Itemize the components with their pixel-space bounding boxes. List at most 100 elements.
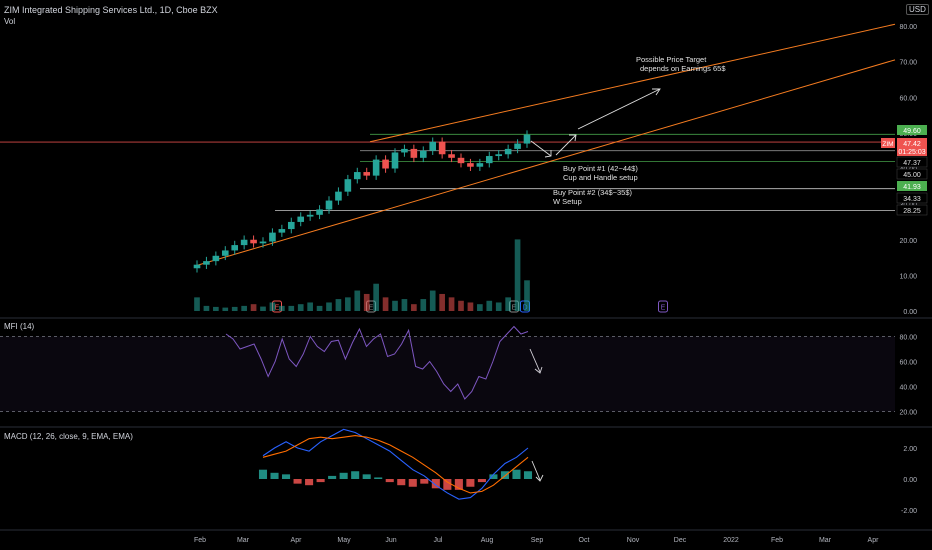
x-tick-label: Mar [237, 537, 250, 544]
price-label-text: 41.93 [903, 184, 921, 191]
volume-bar [231, 306, 238, 311]
annotation-text: Possible Price Target [636, 55, 707, 64]
candle-body [250, 239, 257, 244]
x-tick-label: Apr [291, 537, 303, 544]
mfi-down-arrow [529, 348, 541, 373]
price-label-text: 28.25 [903, 208, 921, 215]
x-tick-label: Oct [579, 537, 590, 544]
candle-body [382, 159, 389, 169]
volume-bar [213, 306, 219, 311]
price-label-text: 47.42 [903, 141, 921, 148]
macd-tick-label: 2.00 [903, 446, 917, 453]
candle-body [287, 221, 295, 230]
macd-tick-label: 0.00 [903, 477, 917, 484]
macd-histogram-bar [489, 474, 498, 479]
macd-histogram-bar [420, 479, 429, 484]
volume-bar [288, 305, 295, 311]
x-tick-label: Dec [674, 537, 687, 544]
volume-bar [382, 297, 389, 311]
macd-histogram-bar [500, 471, 509, 479]
volume-bar [477, 304, 483, 311]
x-tick-label: Sep [531, 537, 544, 544]
currency-badge[interactable]: USD [906, 4, 929, 15]
price-label-box [896, 156, 928, 168]
macd-histogram-bar [523, 471, 533, 479]
down-arrow [530, 140, 552, 157]
price-label-text: 01:25:03 [898, 149, 925, 156]
mfi-label: MFI (14) [4, 322, 35, 331]
macd-macd-line [262, 428, 529, 500]
candle-body [306, 214, 314, 217]
volume-bar [363, 293, 370, 311]
symbol-badge-text: ZIM [882, 141, 893, 148]
candle-body [467, 163, 474, 167]
macd-histogram-bar [512, 469, 521, 479]
macd-histogram-bar [270, 472, 279, 479]
candle-body [335, 191, 342, 201]
mfi-tick-label: 60.00 [899, 360, 917, 367]
candle-body [457, 157, 465, 164]
macd-histogram-bar [362, 474, 371, 479]
volume-bar [401, 299, 408, 311]
price-tick-label: 20.00 [899, 238, 917, 245]
volume-bar [411, 304, 417, 311]
candle-body [438, 141, 446, 155]
volume-bar [316, 305, 323, 311]
x-tick-label: 2022 [723, 537, 739, 544]
macd-tick-label: -2.00 [901, 508, 917, 515]
candle-body [429, 141, 437, 151]
annotation-text: W Setup [553, 197, 582, 206]
candle-body [410, 148, 418, 158]
macd-histogram-bar [328, 475, 337, 479]
volume-label: Vol [4, 17, 16, 26]
macd-histogram-bar [305, 479, 314, 486]
down-arrowhead [544, 150, 552, 158]
candle-body [344, 179, 352, 192]
volume-bar [335, 299, 342, 311]
candle-body [495, 154, 503, 157]
macd-histogram-bar [408, 479, 417, 487]
volume-bar [524, 280, 530, 311]
x-tick-label: Feb [771, 537, 783, 544]
volume-bars [194, 239, 530, 311]
candle-body [221, 250, 229, 256]
macd-panel [258, 428, 533, 500]
mfi-band [0, 336, 895, 412]
macd-label: MACD (12, 26, close, 9, EMA, EMA) [4, 432, 133, 441]
candle-body [203, 261, 210, 265]
candle-body [485, 156, 493, 164]
volume-bar [354, 290, 361, 311]
price-label-box [897, 125, 927, 135]
price-label-box [897, 181, 927, 191]
target-arrow [577, 88, 661, 130]
annotation-text: Cup and Handle setup [563, 173, 638, 182]
volume-bar [486, 300, 493, 311]
volume-bar [420, 299, 427, 311]
volume-bar [458, 300, 464, 311]
macd-down-arrow [531, 460, 541, 481]
annotation-text: Buy Point #2 (34$~35$) [553, 188, 633, 197]
candle-body [476, 163, 484, 167]
volume-bar [222, 307, 229, 311]
price-label-text: 47.37 [903, 160, 921, 167]
candle-body [193, 264, 201, 269]
price-label-box [896, 204, 928, 216]
volume-bar [250, 304, 257, 311]
candle-body [212, 255, 220, 262]
symbol-badge [881, 138, 895, 148]
volume-bar [203, 305, 210, 311]
macd-histogram-bar [431, 479, 440, 489]
grid [0, 317, 932, 531]
macd-histogram-bar [466, 479, 475, 487]
price-candles [193, 130, 531, 273]
candle-body [401, 148, 408, 153]
price-label-box [896, 168, 928, 180]
candle-body [372, 159, 380, 176]
candle-body [448, 154, 455, 158]
macd-histogram-bar [477, 479, 486, 483]
x-tick-label: Jul [434, 537, 443, 544]
price-tick-label: 10.00 [899, 273, 917, 280]
price-tick-label: 80.00 [899, 24, 917, 31]
